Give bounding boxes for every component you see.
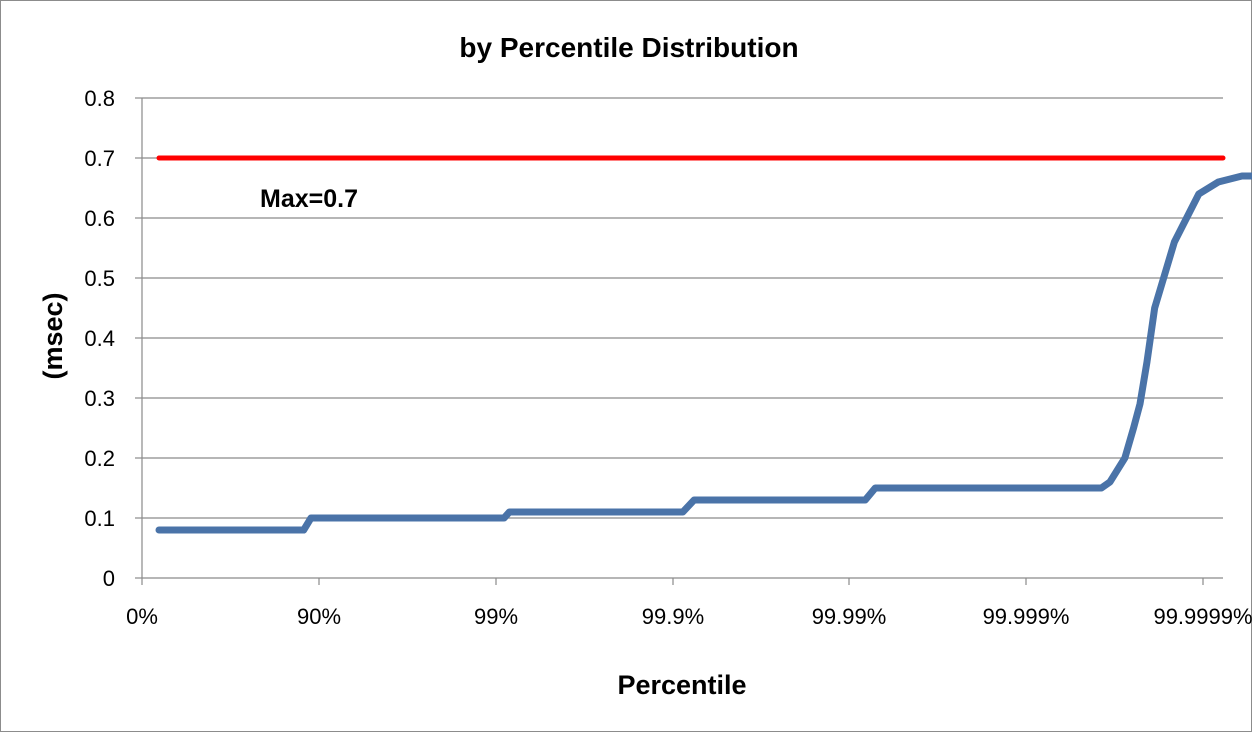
y-tick-label: 0.6 [84, 206, 115, 231]
x-tick-label: 99.999% [983, 604, 1070, 629]
latency-series-line [155, 172, 1252, 534]
y-tick-label: 0 [103, 566, 115, 591]
x-axis-title: Percentile [617, 670, 746, 700]
y-tick-label: 0.2 [84, 446, 115, 471]
x-tick-label: 99.9999% [1153, 604, 1252, 629]
x-tick-label: 90% [297, 604, 341, 629]
gridlines [142, 97, 1223, 519]
axes [135, 97, 1223, 585]
x-tick-label: 99.9% [642, 604, 704, 629]
y-tick-label: 0.7 [84, 146, 115, 171]
chart-title: by Percentile Distribution [459, 32, 798, 63]
series-lines [155, 155, 1252, 534]
x-tick-label: 0% [126, 604, 158, 629]
y-axis-title: (msec) [38, 292, 68, 379]
y-tick-label: 0.1 [84, 506, 115, 531]
y-tick-label: 0.8 [84, 86, 115, 111]
y-tick-label: 0.3 [84, 386, 115, 411]
y-tick-label: 0.5 [84, 266, 115, 291]
y-tick-label: 0.4 [84, 326, 115, 351]
tick-labels: 0 0.1 0.2 0.3 0.4 0.5 0.6 0.7 0.8 0% 90% 99% 99.9% 99… [84, 86, 1252, 629]
max-annotation: Max=0.7 [260, 185, 358, 213]
x-tick-label: 99.99% [812, 604, 887, 629]
x-tick-label: 99% [474, 604, 518, 629]
